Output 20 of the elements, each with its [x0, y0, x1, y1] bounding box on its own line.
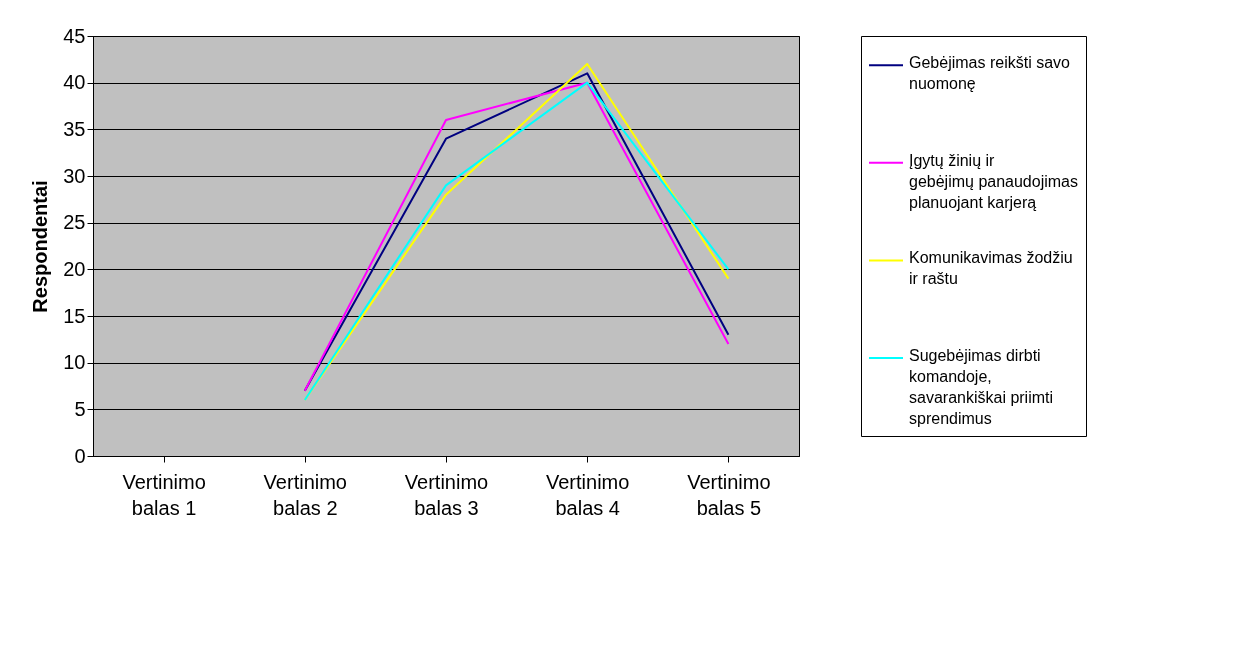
y-tick-label: 15	[63, 304, 86, 327]
y-tick-label: 0	[74, 444, 86, 467]
x-tick-label: Vertinimo balas 3	[404, 470, 489, 519]
legend-label: Įgytų žinių ir gebėjimų panaudojimas planuojant karjerą	[909, 151, 1078, 211]
y-tick-label: 25	[63, 211, 86, 234]
y-axis-title: Respondentai	[29, 180, 52, 313]
x-tick-label: Vertinimo balas 4	[546, 470, 630, 519]
x-tick-label: Vertinimo balas 1	[122, 470, 206, 519]
legend-label: Sugebėjimas dirbti komandoje, savarankiškai priimti sprendimus	[909, 346, 1054, 427]
y-tick-label: 5	[74, 397, 86, 420]
y-tick-label: 40	[63, 71, 86, 94]
y-tick-label: 30	[63, 164, 86, 187]
x-tick-label: Vertinimo balas 5	[687, 470, 771, 519]
legend-label: Komunikavimas žodžiu ir raštu	[909, 249, 1073, 288]
y-tick-label: 20	[63, 257, 86, 280]
legend-label: Gebėjimas reikšti savo nuomonę	[909, 54, 1071, 93]
y-tick-label: 45	[63, 24, 86, 47]
y-tick-label: 35	[63, 117, 86, 140]
x-tick-label: Vertinimo balas 2	[263, 470, 347, 519]
y-tick-label: 10	[63, 351, 86, 374]
